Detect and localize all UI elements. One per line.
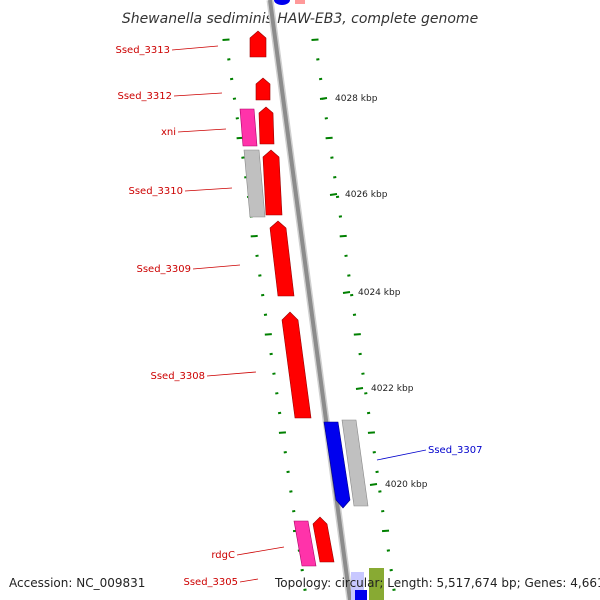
partial-feature-blue[interactable] <box>355 590 367 600</box>
outer-tick <box>389 568 393 572</box>
outer-tick <box>330 156 334 159</box>
inner-tick <box>300 568 304 572</box>
outer-tick <box>392 588 396 591</box>
inner-tick <box>235 117 239 120</box>
inner-tick <box>261 293 265 297</box>
kbp-label-4026: 4026 kbp <box>345 190 388 200</box>
outer-tick <box>324 117 328 120</box>
kbp-label-4028: 4028 kbp <box>335 94 378 104</box>
outer-tick <box>353 333 361 336</box>
outer-tick <box>381 529 390 533</box>
outer-tick <box>318 77 323 81</box>
gene-arrow-ssed-3313[interactable] <box>249 30 267 58</box>
outer-tick <box>358 352 362 356</box>
inner-tick <box>269 352 273 356</box>
feature-track <box>239 0 384 600</box>
outer-tick <box>339 234 347 238</box>
inner-tick <box>241 156 245 159</box>
outer-tick <box>364 392 368 395</box>
outer-tick <box>344 254 348 258</box>
outer-tick <box>352 313 357 316</box>
gene-label-ssed-3305[interactable]: Ssed_3305 <box>183 577 238 588</box>
gene-arrow-ssed-3309[interactable] <box>269 220 295 297</box>
outer-tick <box>335 195 340 199</box>
feature-ssed-3307-gray[interactable] <box>341 419 369 507</box>
gene-labels: Ssed_3313 Ssed_3312 xni Ssed_3310 Ssed_3… <box>115 45 482 588</box>
partial-reverse-feature[interactable] <box>274 0 290 5</box>
gene-label-ssed-3312[interactable]: Ssed_3312 <box>117 91 172 102</box>
kbp-label-4020: 4020 kbp <box>385 480 428 490</box>
feature-rdgc-pink[interactable] <box>293 520 317 567</box>
inner-tick <box>272 372 276 375</box>
outer-tick <box>338 215 343 218</box>
inner-tick <box>227 58 231 61</box>
gene-label-ssed-3308[interactable]: Ssed_3308 <box>150 371 205 382</box>
outer-tick <box>386 549 391 552</box>
gene-label-ssed-3310[interactable]: Ssed_3310 <box>128 186 183 197</box>
outer-tick <box>378 490 382 493</box>
kbp-label-4024: 4024 kbp <box>358 288 401 298</box>
feature-xni-pink[interactable] <box>239 108 258 147</box>
kbp-labels: 4028 kbp 4026 kbp 4024 kbp 4022 kbp 4020… <box>319 94 428 490</box>
inner-tick <box>283 451 287 454</box>
gene-label-rdgc[interactable]: rdgC <box>211 550 235 561</box>
inner-tick <box>222 38 230 41</box>
gene-arrow-ssed-3308[interactable] <box>281 311 312 419</box>
map-title: Shewanella sediminis HAW-EB3, complete g… <box>122 11 478 27</box>
genome-backbone <box>268 0 352 600</box>
outer-tick <box>347 274 351 277</box>
outer-tick <box>350 293 354 297</box>
inner-tick-marks <box>222 38 307 591</box>
gene-arrow-ssed-3312[interactable] <box>255 77 271 101</box>
inner-tick <box>250 234 258 238</box>
inner-tick <box>264 333 272 336</box>
gene-arrow-xni[interactable] <box>258 106 275 145</box>
inner-tick <box>303 588 307 591</box>
outer-tick-marks <box>311 38 396 591</box>
inner-tick <box>275 392 279 395</box>
inner-tick <box>277 411 282 415</box>
inner-tick <box>286 470 290 474</box>
gene-label-xni[interactable]: xni <box>161 127 176 138</box>
outer-tick <box>381 509 385 513</box>
partial-forward-feature[interactable] <box>295 0 305 4</box>
gene-arrow-ssed-3310[interactable] <box>262 149 283 216</box>
gene-label-ssed-3307[interactable]: Ssed_3307 <box>428 445 483 456</box>
outer-tick <box>311 38 319 41</box>
outer-tick <box>325 136 333 140</box>
inner-tick <box>263 313 268 316</box>
inner-tick <box>232 97 237 100</box>
inner-tick <box>292 509 296 513</box>
label-connectors <box>171 45 427 583</box>
inner-tick <box>278 431 286 434</box>
inner-tick <box>258 274 262 277</box>
outer-tick <box>361 372 365 375</box>
outer-tick <box>316 58 320 61</box>
outer-tick <box>366 411 371 415</box>
genome-summary-text: Topology: circular; Length: 5,517,674 bp… <box>275 576 600 590</box>
partial-feature-olive[interactable] <box>369 568 384 600</box>
outer-tick <box>367 431 375 434</box>
gene-label-ssed-3313[interactable]: Ssed_3313 <box>115 45 170 56</box>
kbp-label-4022: 4022 kbp <box>371 384 414 394</box>
outer-tick <box>372 451 376 454</box>
feature-ssed-3310-gray[interactable] <box>243 149 266 218</box>
gene-arrow-ssed-3307[interactable] <box>323 421 351 509</box>
accession-text: Accession: NC_009831 <box>9 576 146 590</box>
inner-tick <box>229 77 234 81</box>
outer-tick <box>333 176 337 179</box>
gene-label-ssed-3309[interactable]: Ssed_3309 <box>136 264 191 275</box>
gene-arrow-rdgc[interactable] <box>312 516 335 563</box>
outer-tick <box>375 470 379 474</box>
inner-tick <box>289 490 293 493</box>
inner-tick <box>255 254 259 258</box>
